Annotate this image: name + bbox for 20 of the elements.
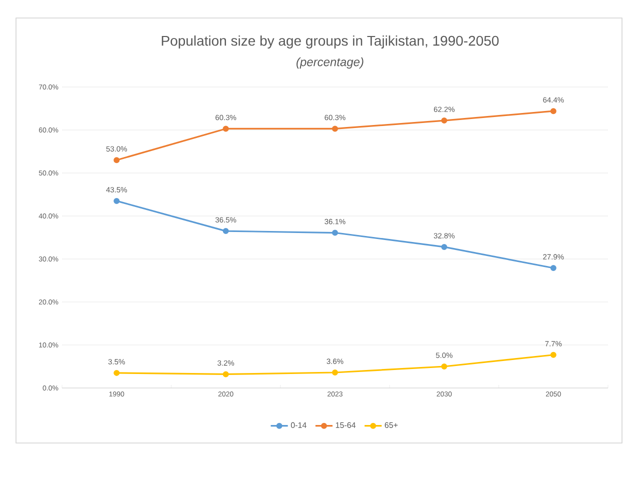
point <box>550 108 556 114</box>
point <box>222 228 229 234</box>
point <box>441 244 448 250</box>
point <box>441 118 448 124</box>
point <box>332 126 338 132</box>
point <box>550 265 556 272</box>
legend-label: 65+ <box>384 422 398 428</box>
legend-label: 0-14 <box>290 422 306 428</box>
point <box>222 371 229 378</box>
point <box>222 126 229 132</box>
point <box>332 230 338 236</box>
point <box>114 198 120 204</box>
point <box>441 363 448 370</box>
point <box>550 352 556 358</box>
point <box>114 370 120 376</box>
point <box>114 157 120 164</box>
point <box>332 370 338 376</box>
legend-label: 15-64 <box>336 422 356 428</box>
chart-title: Population size by age groups in Tajikistan, 1990-2050 <box>162 35 499 49</box>
chart-subtitle: (percentage) <box>296 57 364 69</box>
